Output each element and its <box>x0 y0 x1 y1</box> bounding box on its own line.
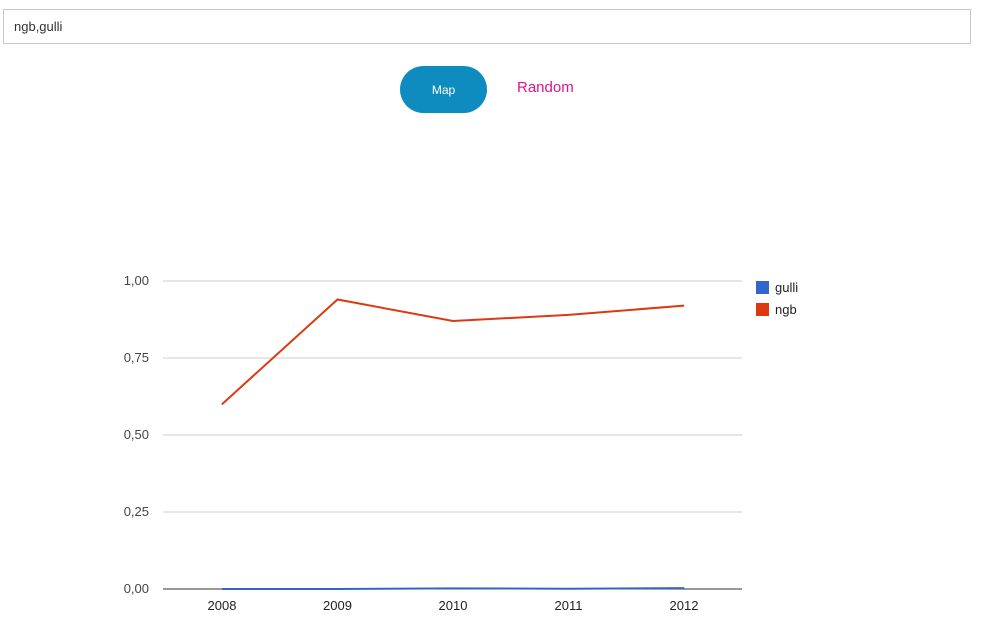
data-point-ngb <box>568 314 569 316</box>
data-point-gulli <box>683 587 685 589</box>
map-button-label: Map <box>431 82 456 97</box>
data-point-gulli <box>221 588 223 590</box>
random-link[interactable]: Random <box>517 79 574 96</box>
random-link-label: Random <box>517 79 574 96</box>
y-tick-label: 0,25 <box>124 504 149 519</box>
chart-y-ticks: 1,00 0,75 0,50 0,25 0,00 <box>124 273 149 596</box>
search-input[interactable] <box>4 10 970 43</box>
x-tick-label: 2010 <box>439 598 468 613</box>
x-tick-label: 2012 <box>670 598 699 613</box>
data-point-gulli <box>452 587 454 589</box>
data-point-ngb <box>221 403 223 405</box>
y-tick-label: 0,00 <box>124 581 149 596</box>
chart-x-ticks: 2008 2009 2010 2011 2012 <box>208 598 699 613</box>
chart-legend: gulli ngb <box>756 280 798 317</box>
y-tick-label: 0,50 <box>124 427 149 442</box>
legend-swatch-gulli <box>756 281 769 294</box>
x-tick-label: 2009 <box>323 598 352 613</box>
legend-label-ngb: ngb <box>775 302 797 317</box>
data-point-ngb <box>683 305 685 307</box>
map-button[interactable]: Map <box>400 66 487 113</box>
chart-gridlines <box>163 280 742 590</box>
series-line-ngb <box>221 298 685 405</box>
y-tick-label: 0,75 <box>124 350 149 365</box>
legend-swatch-ngb <box>756 303 769 316</box>
data-point-gulli <box>337 588 338 590</box>
y-tick-label: 1,00 <box>124 273 149 288</box>
data-point-ngb <box>452 320 454 322</box>
x-tick-label: 2011 <box>555 598 583 613</box>
data-point-gulli <box>568 588 569 590</box>
search-box[interactable] <box>3 9 971 44</box>
chart-series <box>221 298 685 590</box>
x-tick-label: 2008 <box>208 598 237 613</box>
legend-label-gulli: gulli <box>775 280 798 295</box>
data-point-ngb <box>337 298 338 300</box>
